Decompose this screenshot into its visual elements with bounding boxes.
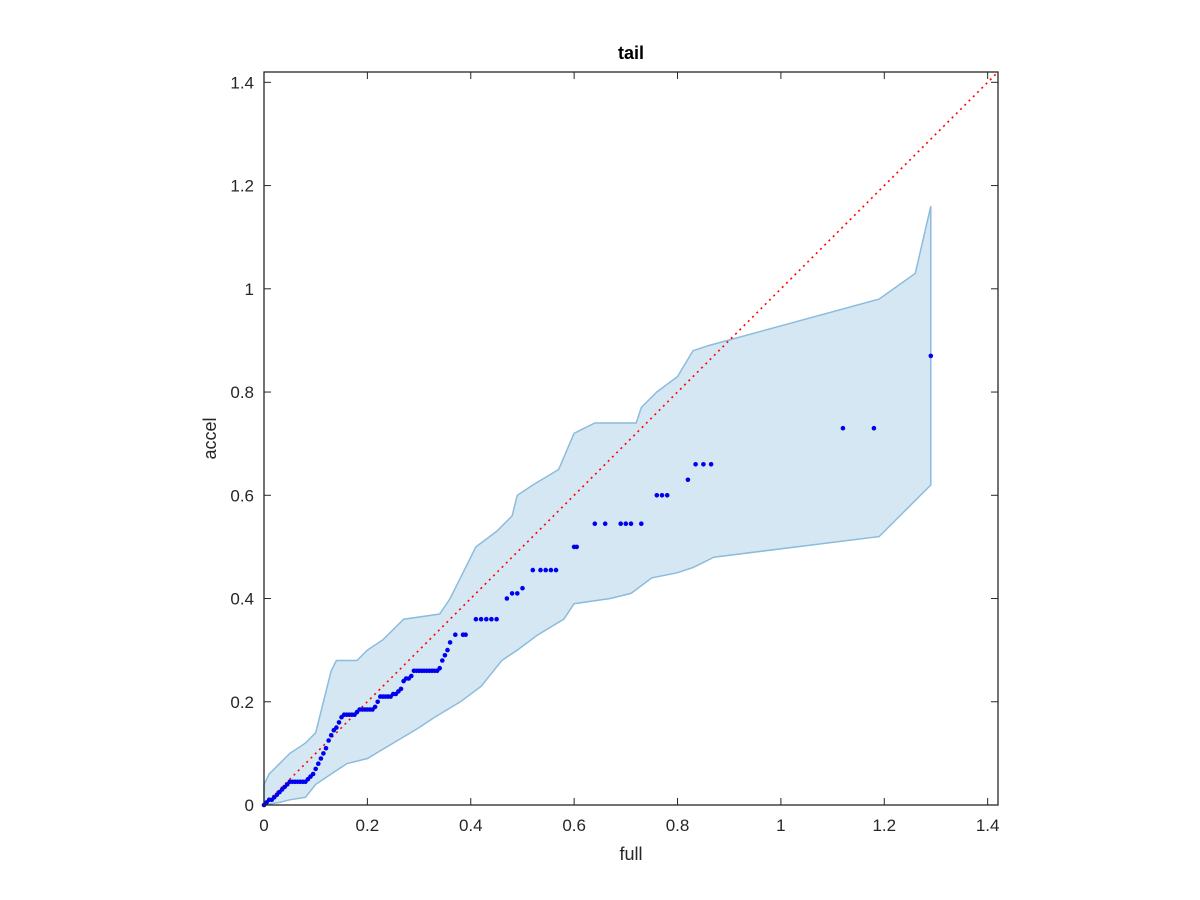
data-points (261, 353, 934, 808)
data-point (372, 704, 378, 710)
data-point (478, 616, 484, 622)
data-point (654, 493, 660, 498)
data-point (442, 653, 448, 658)
y-axis-label: accel (200, 417, 220, 459)
data-point (440, 658, 445, 663)
data-point (316, 761, 321, 766)
data-point (639, 521, 644, 526)
data-point (447, 640, 453, 645)
data-point (398, 686, 404, 692)
data-point (328, 733, 334, 738)
x-tick-label: 0 (259, 816, 268, 835)
data-point (623, 521, 629, 526)
x-tick-label: 1.2 (872, 816, 896, 835)
data-point (336, 720, 342, 725)
data-point (701, 462, 706, 467)
data-point (334, 725, 339, 730)
data-point (326, 738, 331, 743)
data-point (504, 596, 510, 601)
data-point (618, 521, 623, 526)
data-point (318, 756, 324, 761)
y-tick-label: 1.2 (230, 177, 254, 196)
data-point (494, 616, 499, 622)
data-point (445, 647, 450, 653)
data-point (928, 353, 934, 359)
axes-frame (263, 71, 999, 806)
data-point (543, 567, 548, 573)
reference-line (263, 71, 999, 806)
y-tick-label: 0.4 (230, 590, 254, 609)
data-point (520, 585, 525, 591)
data-point (437, 665, 443, 671)
y-tick-label: 0.8 (230, 383, 254, 402)
data-point (553, 567, 559, 573)
y-tick-label: 0.2 (230, 693, 254, 712)
x-axis-ticks: 0 0.2 0.4 0.6 0.8 1 1.2 1.4 (259, 72, 999, 835)
data-point (484, 616, 489, 622)
data-point (602, 521, 608, 526)
data-point (530, 567, 536, 573)
data-point (515, 591, 520, 596)
data-point (592, 521, 598, 526)
data-point (509, 591, 515, 596)
data-point (685, 477, 691, 483)
data-point (321, 751, 326, 756)
data-point (489, 616, 494, 622)
data-point (409, 673, 414, 679)
y-tick-label: 1 (245, 280, 254, 299)
x-axis-label: full (619, 844, 642, 864)
confidence-band (263, 206, 932, 806)
data-point (463, 632, 468, 637)
data-point (574, 544, 579, 550)
data-point (310, 771, 316, 777)
data-point (693, 462, 698, 467)
data-point (375, 699, 381, 705)
data-point (871, 425, 877, 431)
y-tick-label: 0.6 (230, 486, 254, 505)
data-point (628, 521, 634, 526)
data-point (664, 493, 670, 498)
data-point (538, 567, 543, 573)
data-point (840, 425, 846, 431)
x-tick-label: 0.2 (356, 816, 380, 835)
chart-title: tail (618, 43, 644, 63)
data-point (659, 493, 665, 498)
data-point (453, 632, 458, 637)
plot-area (261, 71, 999, 808)
x-tick-label: 0.6 (562, 816, 586, 835)
y-tick-label: 0 (245, 796, 254, 815)
x-tick-label: 1 (776, 816, 785, 835)
x-tick-label: 0.4 (459, 816, 483, 835)
data-point (313, 766, 319, 772)
data-point (548, 567, 554, 573)
y-axis-ticks: 0 0.2 0.4 0.6 0.8 1 1.2 1.4 (230, 73, 998, 815)
x-tick-label: 1.4 (976, 816, 1000, 835)
data-point (708, 462, 714, 467)
x-tick-label: 0.8 (666, 816, 690, 835)
data-point (323, 745, 329, 751)
data-point (473, 616, 479, 622)
y-tick-label: 1.4 (230, 73, 254, 92)
